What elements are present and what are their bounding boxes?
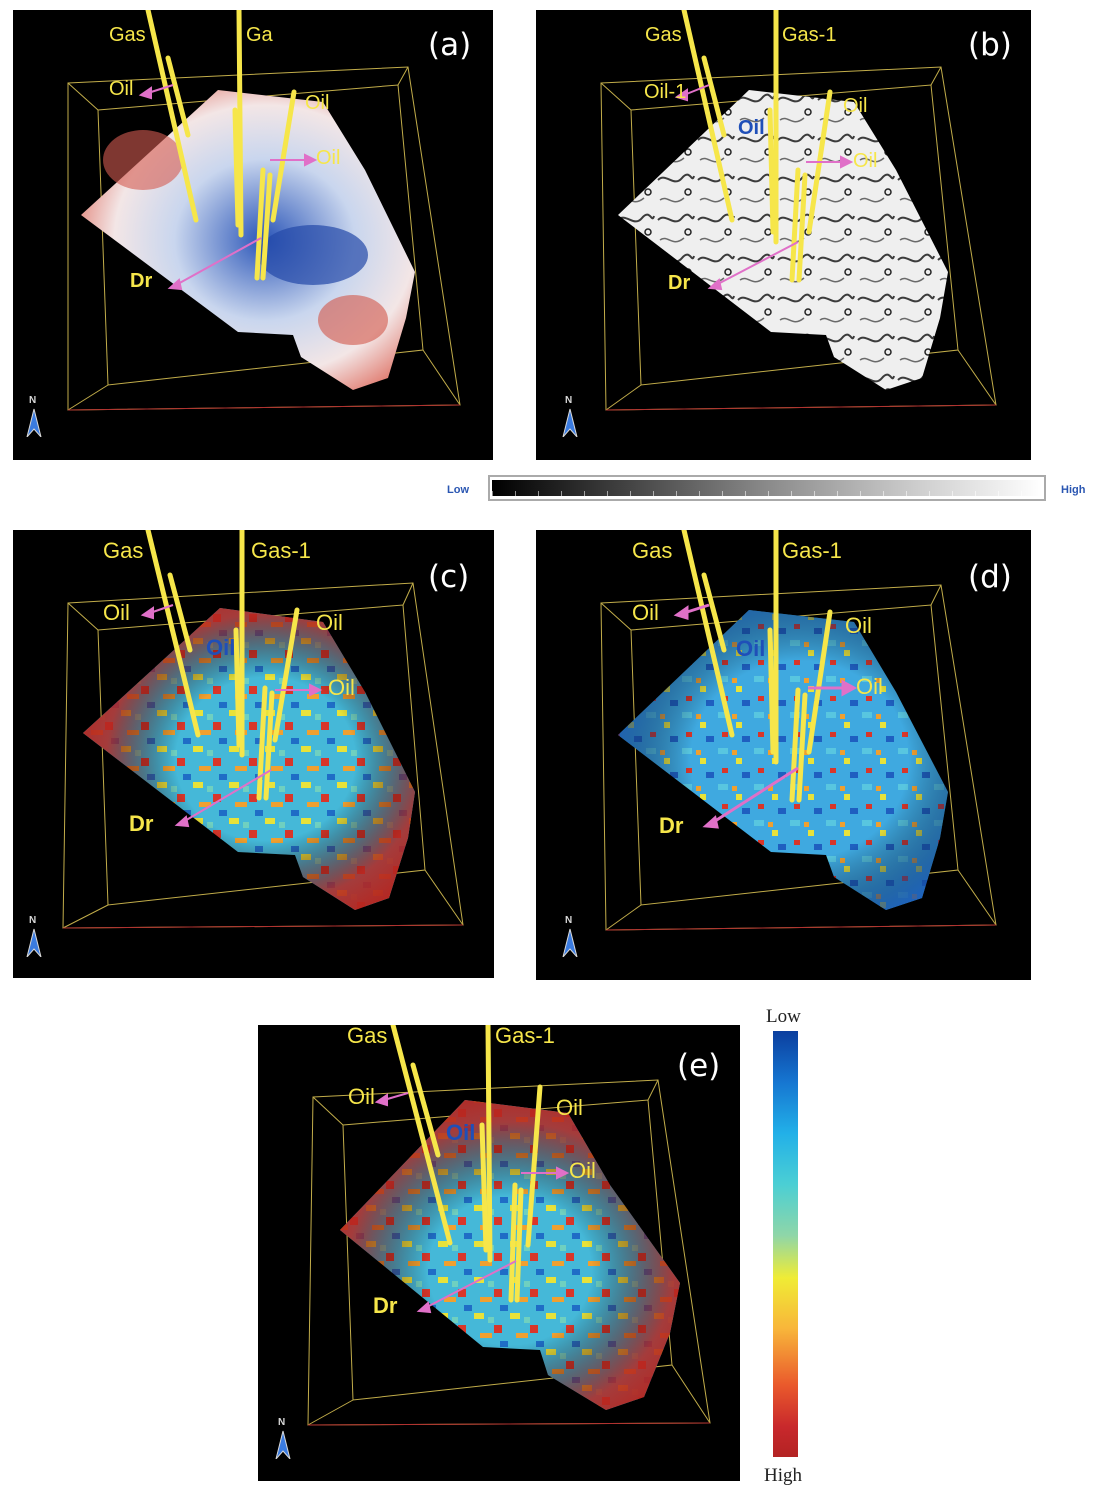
well-label-gas: Gas (109, 24, 146, 46)
horizon-surface (618, 90, 948, 390)
seismic-map-c (62, 530, 464, 929)
panel-d: (d) Gas Gas-1 Oil Oil Oil Oil Dr N (536, 530, 1031, 980)
panel-label: (e) (677, 1048, 721, 1084)
colorbar-low-label: Low (447, 484, 469, 496)
well-label-oil-inline: Oil (736, 636, 766, 661)
panel-label: (c) (428, 559, 470, 595)
well-label-oil: Oil (556, 1095, 583, 1120)
arrows (673, 603, 858, 829)
panel-label: (d) (968, 559, 1012, 595)
well-label-oil-arrow: Oil (569, 1158, 596, 1183)
well-label-oil-1: Oil-1 (644, 81, 687, 103)
drain-label: Dr (373, 1293, 398, 1318)
colorbar-top-label: Low (766, 1006, 801, 1027)
well-paths (681, 530, 833, 803)
well-label-oil: Oil (316, 610, 343, 635)
well-label-oil: Oil (845, 613, 872, 638)
panel-b: (b) Gas Gas-1 Oil-1 Oil Oil Oil Dr N (536, 10, 1031, 460)
well-label-oil-inline: Oil (446, 1120, 476, 1145)
well-label-oil: Oil (843, 95, 868, 117)
well-label-oil-1: Oil (109, 78, 134, 100)
well-paths (390, 1025, 543, 1303)
well-label-gas-1: Gas-1 (251, 538, 311, 563)
drain-label: Dr (668, 272, 691, 294)
well-label-gas-1: Ga (246, 24, 273, 46)
well-label-gas: Gas (103, 538, 144, 563)
bounding-box (62, 582, 464, 929)
north-arrow-icon: N (561, 915, 583, 957)
bounding-box (67, 66, 461, 411)
horizon-surface (340, 1100, 680, 1410)
seismic-map-b (600, 10, 997, 411)
seismic-map-a (67, 10, 461, 411)
well-label-oil-arrow: Oil (328, 675, 355, 700)
arrows (138, 84, 318, 291)
drain-label: Dr (129, 811, 154, 836)
colorbar-bottom-label: High (764, 1465, 802, 1486)
north-arrow-icon: N (25, 395, 47, 437)
panel-label: (b) (968, 27, 1012, 63)
well-paths (145, 530, 300, 801)
well-label-oil-arrow: Oil (856, 674, 883, 699)
well-label-gas: Gas (632, 538, 673, 563)
well-label-oil-1: Oil (348, 1084, 375, 1109)
rainbow-colorbar (773, 1031, 798, 1457)
arrows (140, 604, 323, 828)
well-label-oil-arrow: Oil (853, 150, 878, 172)
well-label-gas-1: Gas-1 (782, 24, 837, 46)
well-label-gas: Gas (347, 1025, 388, 1048)
well-label-gas-1: Gas-1 (495, 1025, 555, 1048)
well-label-oil-1: Oil (632, 600, 659, 625)
north-arrow-icon: N (561, 395, 583, 437)
well-label-oil-inline: Oil (738, 117, 765, 139)
seismic-map-d (600, 530, 997, 931)
well-label-gas: Gas (645, 24, 682, 46)
well-paths (145, 10, 297, 281)
arrows (374, 1092, 570, 1314)
north-arrow-icon: N (25, 915, 47, 957)
horizon-surface (618, 610, 948, 910)
arrows (674, 84, 854, 291)
panel-a: (a) Gas Ga Oil Oil Oil Dr N (13, 10, 493, 460)
well-label-gas-1: Gas-1 (782, 538, 842, 563)
well-label-oil-1: Oil (103, 600, 130, 625)
panel-c: (c) Gas Gas-1 Oil Oil Oil Oil Dr N (13, 530, 494, 978)
drain-label: Dr (130, 270, 153, 292)
north-arrow-icon: N (274, 1417, 296, 1459)
well-label-oil-inline: Oil (206, 635, 236, 660)
horizon-surface (83, 608, 415, 910)
panel-label: (a) (428, 27, 472, 63)
well-label-oil: Oil (305, 92, 330, 114)
seismic-map-e (307, 1025, 711, 1426)
bounding-box (307, 1079, 711, 1426)
well-label-oil-arrow: Oil (316, 147, 341, 169)
panel-e: (e) Gas Gas-1 Oil Oil Oil Oil Dr N (258, 1025, 740, 1481)
grayscale-colorbar (488, 475, 1046, 501)
colorbar-high-label: High (1061, 484, 1086, 496)
drain-label: Dr (659, 813, 684, 838)
